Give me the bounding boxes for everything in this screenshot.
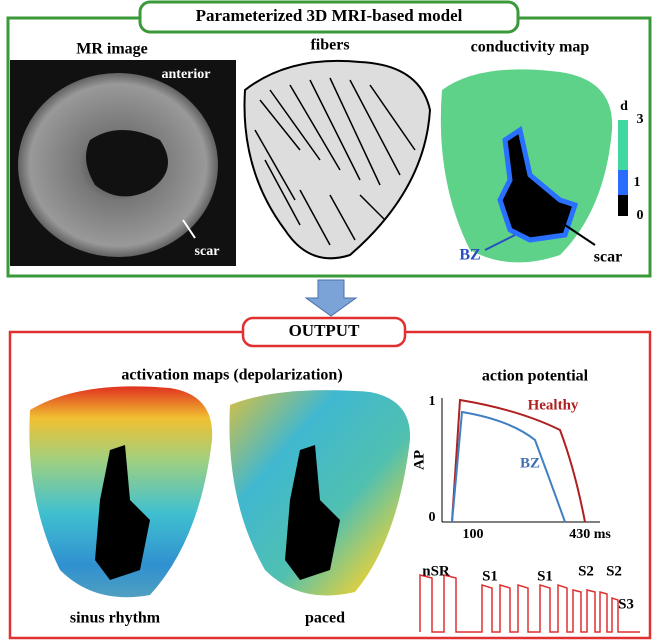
colorbar-tick: 3 bbox=[637, 112, 644, 127]
pacing-label: S2 bbox=[578, 563, 594, 579]
bz-curve bbox=[452, 412, 565, 522]
annotation: scar bbox=[195, 244, 220, 259]
x-tick-label: 100 bbox=[463, 527, 484, 542]
panel-label: fibers bbox=[310, 37, 349, 54]
annotation: scar bbox=[594, 249, 622, 266]
pacing-trace bbox=[420, 575, 640, 632]
pacing-label: S1 bbox=[537, 568, 553, 584]
caption: sinus rhythm bbox=[70, 610, 161, 627]
pacing-label: S1 bbox=[482, 568, 498, 584]
y-axis-label: AP bbox=[411, 450, 427, 470]
colorbar-tick: 0 bbox=[637, 208, 644, 223]
panel-label: activation maps (depolarization) bbox=[121, 367, 342, 384]
pacing-label: S3 bbox=[618, 596, 634, 612]
annotation: BZ bbox=[459, 247, 480, 264]
figure: Parameterized 3D MRI-based model MR imag… bbox=[0, 0, 657, 643]
panel-label: MR image bbox=[76, 41, 148, 58]
curve-label: BZ bbox=[520, 455, 540, 471]
x-tick-label: 430 ms bbox=[569, 527, 611, 542]
title: Parameterized 3D MRI-based model bbox=[196, 6, 463, 25]
panel-label: conductivity map bbox=[471, 39, 590, 56]
colorbar-tick: 1 bbox=[634, 175, 641, 190]
flow-arrow bbox=[306, 280, 356, 316]
output-title: OUTPUT bbox=[289, 321, 361, 340]
colorbar-title: d bbox=[620, 99, 628, 114]
panel-label: action potential bbox=[482, 368, 589, 385]
y-tick-label: 1 bbox=[429, 394, 436, 409]
curve-label: Healthy bbox=[528, 397, 579, 413]
pacing-label: nSR bbox=[422, 563, 450, 579]
caption: paced bbox=[305, 610, 345, 627]
annotation: anterior bbox=[162, 67, 211, 82]
colorbar bbox=[618, 120, 628, 170]
pacing-label: S2 bbox=[606, 563, 622, 579]
colorbar bbox=[618, 170, 628, 195]
y-tick-label: 0 bbox=[429, 510, 436, 525]
healthy-curve bbox=[452, 400, 585, 522]
